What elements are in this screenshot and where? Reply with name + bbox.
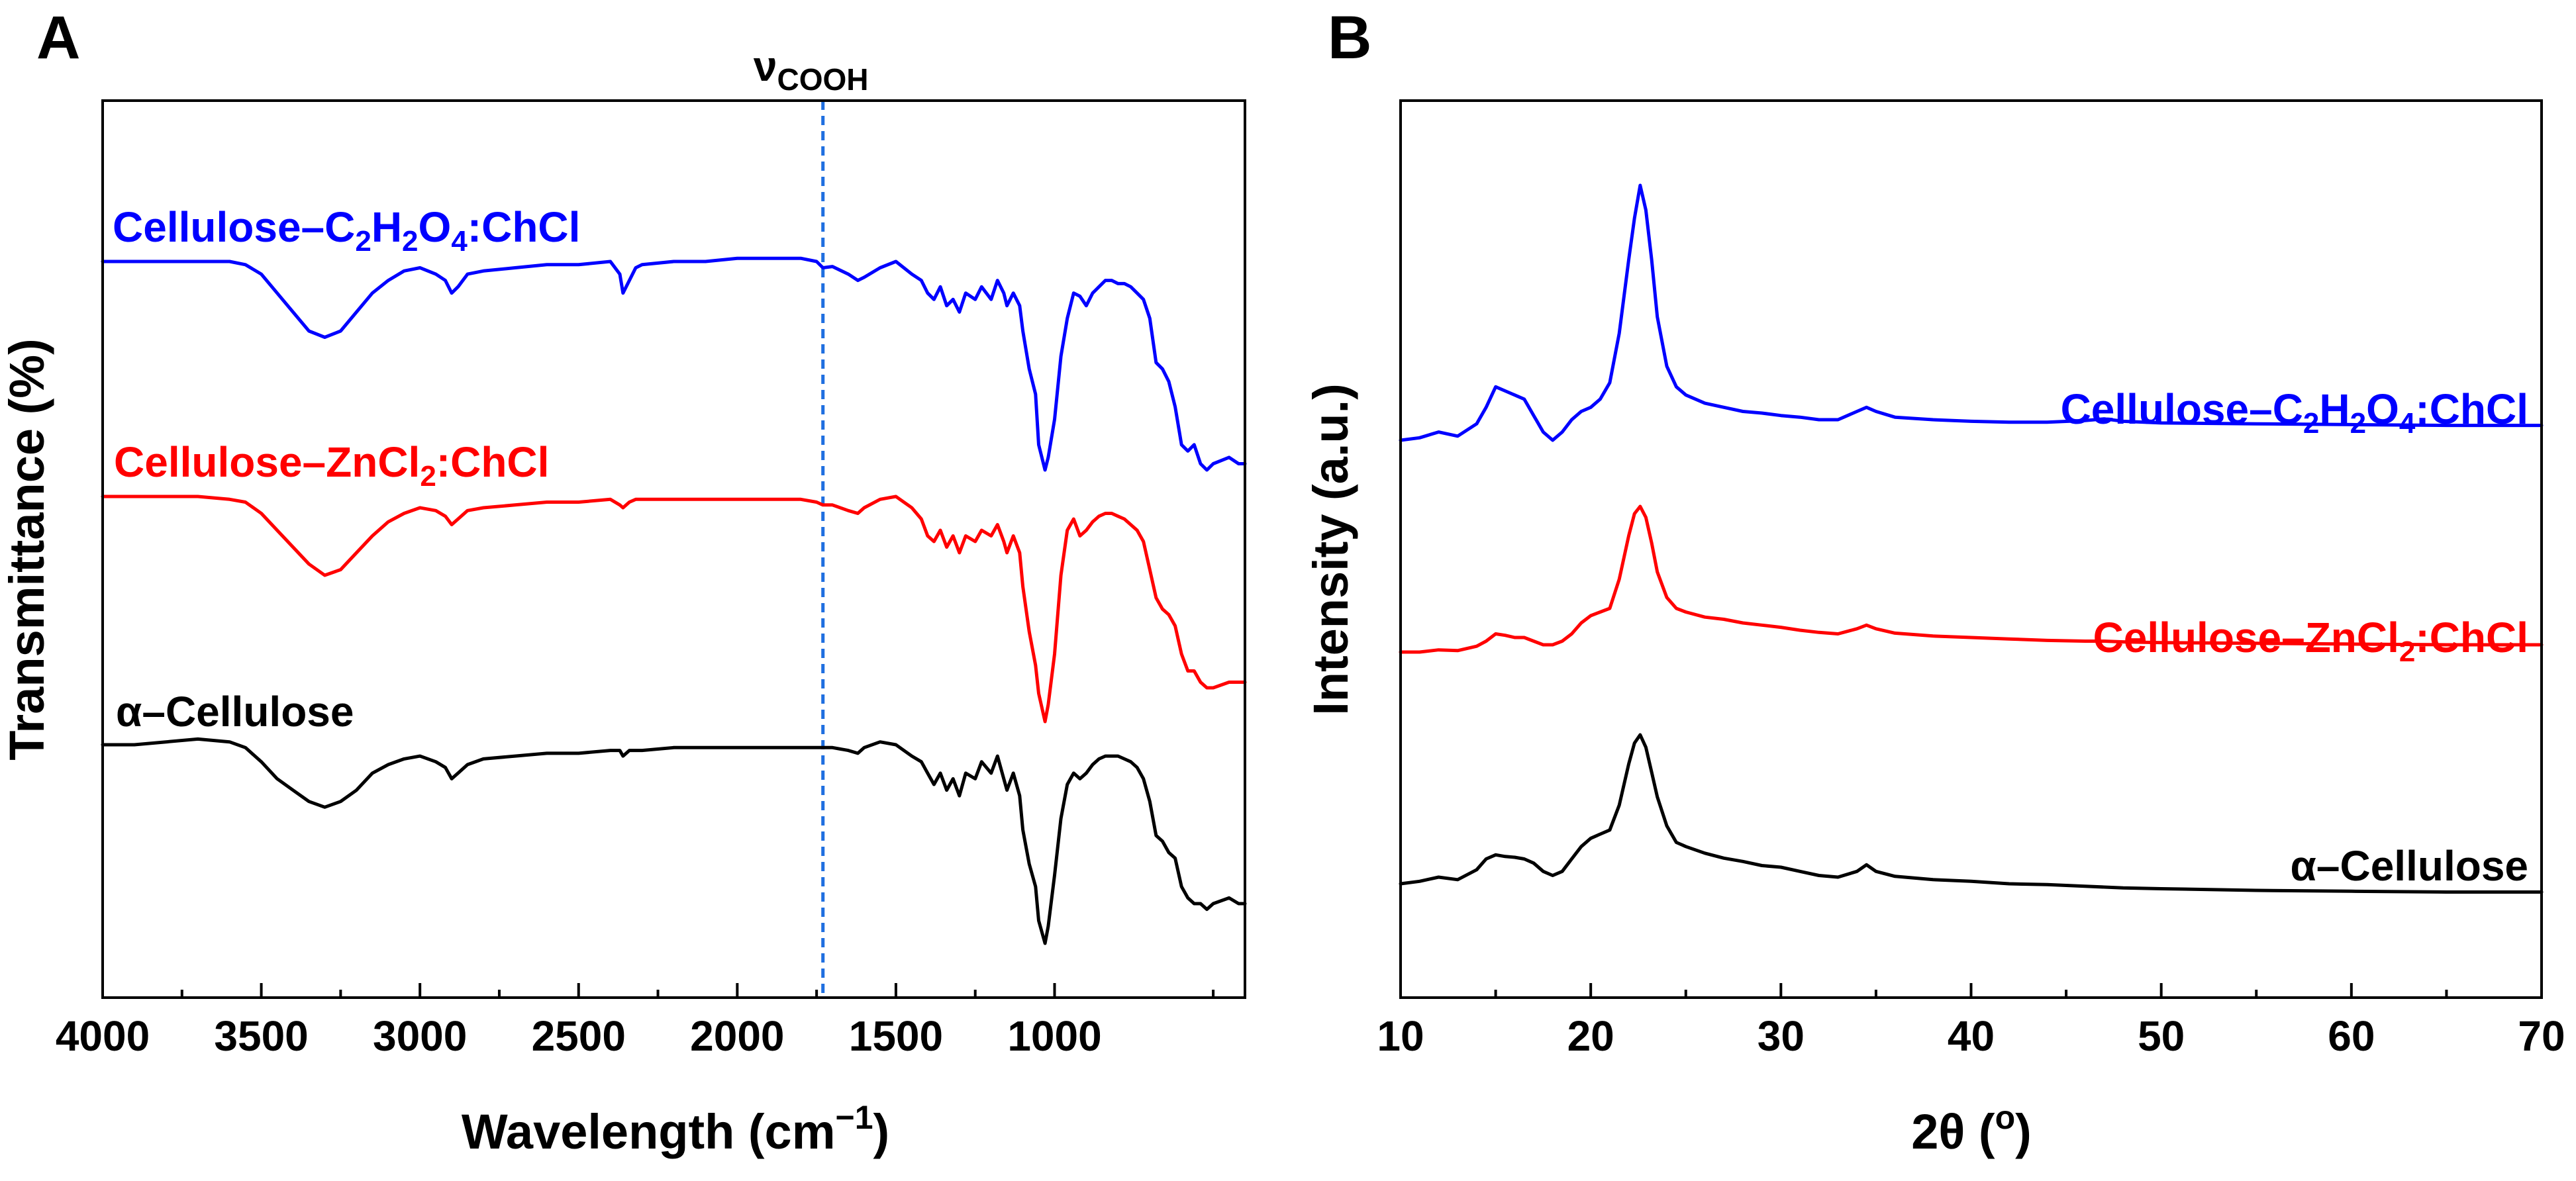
xrd-x-tick-label-10: 10 [1377,1012,1424,1060]
ftir-x-axis-title: Wavelength (cm−1) [462,1099,889,1159]
xrd-x-tick-label-30: 30 [1758,1012,1805,1060]
ftir-x-tick-label-3000: 3000 [373,1012,467,1060]
lbl-part: Cellulose–C [2061,385,2303,433]
cooh-annotation: νCOOH [754,42,869,97]
ftir-x-tick-label-2500: 2500 [532,1012,626,1060]
panel-letter-a: A [36,4,80,71]
ftir-series-line-alpha-cellulose [101,737,1247,945]
x-title-main: Wavelength (cm [462,1104,836,1159]
ftir-x-tick-label-4000: 4000 [56,1012,150,1060]
panel-a-ftir-chart: A νCOOH 4000 3500 3000 2500 2000 1500 1000 Cel… [0,4,1247,1159]
lbl-sub: 4 [451,225,468,258]
lbl-sub: 2 [355,225,371,258]
x-title-close: ) [873,1104,890,1159]
lbl-part: Cellulose–C [113,203,355,251]
ftir-label-cellulose-oxalic: Cellulose–C2H2O4:ChCl [113,203,580,258]
ftir-x-tick-label-3500: 3500 [214,1012,308,1060]
cooh-annotation-subscript: COOH [777,62,869,97]
lbl-part: O [2366,385,2399,433]
lbl-part: :ChCl [2415,614,2528,661]
xrd-x-tick-label-40: 40 [1948,1012,1995,1060]
xrd-x-axis-title: 2θ (o) [1911,1099,2032,1159]
panel-letter-b: B [1328,4,1371,71]
xrd-series-line-alpha-cellulose [1399,733,2544,894]
cooh-annotation-symbol: ν [754,42,777,90]
ftir-y-axis-title: Transmittance (%) [0,338,54,760]
lbl-part: :ChCl [436,438,550,486]
lbl-sub: 4 [2399,407,2416,440]
lbl-part: :ChCl [2415,385,2528,433]
xrd-x-tick-label-60: 60 [2328,1012,2375,1060]
x-title-sup: o [1995,1099,2016,1136]
ftir-series-line-cellulose-zncl2 [101,495,1247,724]
xrd-series-line-cellulose-zncl2 [1399,504,2544,654]
ftir-x-tick-label-2000: 2000 [690,1012,784,1060]
lbl-sub: 2 [402,225,418,258]
lbl-sub: 2 [420,460,436,493]
lbl-sub: 2 [2350,407,2366,440]
panel-a-plot-frame [101,99,1246,999]
lbl-sub: 2 [2303,407,2319,440]
ftir-series-line-cellulose-oxalic [101,256,1247,472]
x-title-sup: −1 [836,1099,873,1136]
ftir-label-cellulose-zncl2: Cellulose–ZnCl2:ChCl [114,438,549,493]
lbl-part: O [419,203,452,251]
xrd-y-axis-title: Intensity (a.u.) [1303,383,1358,716]
xrd-x-tick-label-70: 70 [2518,1012,2565,1060]
x-title-main: 2θ ( [1911,1104,1995,1159]
ftir-label-alpha-cellulose: α–Cellulose [116,688,354,735]
ftir-x-ticks: 4000 3500 3000 2500 2000 1500 1000 [56,983,1215,1060]
x-title-close: ) [2015,1104,2032,1159]
xrd-label-cellulose-zncl2: Cellulose–ZnCl2:ChCl [2093,614,2528,668]
lbl-part: H [2319,385,2350,433]
xrd-x-tick-label-50: 50 [2138,1012,2185,1060]
xrd-series-line-cellulose-oxalic [1399,183,2544,442]
ftir-x-tick-label-1000: 1000 [1007,1012,1101,1060]
lbl-part: :ChCl [468,203,581,251]
panel-b-xrd-chart: B 10 20 30 40 50 60 70 Cellulose–C2H2O4:ChCl C… [1303,4,2565,1159]
xrd-label-alpha-cellulose: α–Cellulose [2291,842,2528,890]
ftir-x-tick-label-1500: 1500 [849,1012,943,1060]
lbl-sub: 2 [2399,636,2415,668]
lbl-part: H [372,203,402,251]
xrd-x-tick-label-20: 20 [1567,1012,1614,1060]
xrd-series-group [1399,183,2544,894]
xrd-x-ticks: 10 20 30 40 50 60 70 [1377,983,2565,1060]
ftir-series-group [101,256,1247,945]
lbl-part: Cellulose–ZnCl [2093,614,2399,661]
xrd-label-cellulose-oxalic: Cellulose–C2H2O4:ChCl [2061,385,2528,440]
lbl-part: Cellulose–ZnCl [114,438,420,486]
